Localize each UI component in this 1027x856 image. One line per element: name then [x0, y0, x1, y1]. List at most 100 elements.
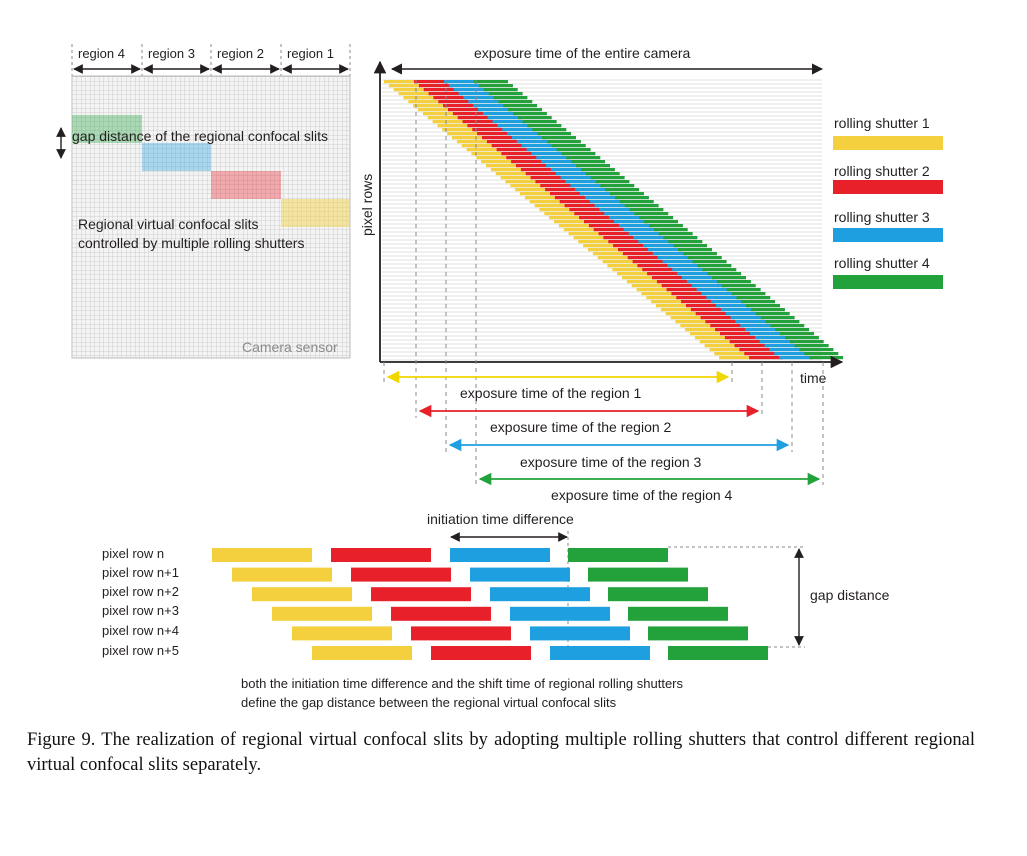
- shutter-4-row-segment: [794, 344, 829, 348]
- shutter-1-row-segment: [578, 240, 613, 244]
- x-axis-label: time: [800, 370, 827, 386]
- shutter-3-row-segment: [507, 132, 542, 136]
- shutter-3-row-segment: [482, 112, 517, 116]
- shutter-4-row-segment: [721, 284, 756, 288]
- shutter-1-row-segment: [461, 144, 496, 148]
- row-0-shutter-1-bar: [212, 548, 312, 562]
- shutter-2-row-segment: [448, 108, 482, 112]
- legend-label-2: rolling shutter 2: [834, 163, 930, 179]
- shutter-1-row-segment: [690, 332, 724, 336]
- shutter-3-row-segment: [769, 348, 804, 352]
- shutter-1-row-segment: [544, 212, 579, 216]
- rolling-shutter-bands: [384, 80, 844, 360]
- shutter-4-row-segment: [746, 304, 780, 308]
- shutter-4-row-segment: [716, 280, 751, 284]
- shutter-3-row-segment: [463, 96, 498, 100]
- shutter-2-row-segment: [666, 288, 701, 292]
- shutter-3-row-segment: [575, 188, 610, 192]
- shutter-3-row-segment: [720, 308, 755, 312]
- legend-swatch-2: [833, 180, 943, 194]
- shutter-4-row-segment: [614, 196, 649, 200]
- shutter-1-row-segment: [656, 304, 690, 308]
- shutter-4-row-segment: [775, 328, 810, 332]
- shutter-4-row-segment: [634, 212, 669, 216]
- shutter-3-row-segment: [565, 180, 600, 184]
- shutter-1-row-segment: [646, 296, 681, 300]
- shutter-3-row-segment: [759, 340, 794, 344]
- shutter-1-row-segment: [500, 176, 535, 180]
- shutter-4-row-segment: [478, 84, 513, 88]
- gap-distance-label: gap distance of the regional confocal sl…: [72, 128, 328, 144]
- shutter-3-row-segment: [516, 140, 551, 144]
- shutter-2-row-segment: [598, 232, 633, 236]
- shutter-1-row-segment: [563, 228, 598, 232]
- shutter-4-row-segment: [755, 312, 790, 316]
- shutter-3-row-segment: [686, 280, 721, 284]
- shutter-3-row-segment: [730, 316, 765, 320]
- shutter-2-row-segment: [603, 236, 638, 240]
- shutter-4-row-segment: [532, 128, 567, 132]
- shutter-4-row-segment: [537, 132, 572, 136]
- shutter-1-row-segment: [418, 108, 452, 112]
- row-2-shutter-1-bar: [252, 587, 352, 602]
- shutter-4-row-segment: [493, 96, 528, 100]
- shutter-1-row-segment: [602, 260, 637, 264]
- shutter-1-row-segment: [427, 116, 462, 120]
- shutter-3-row-segment: [541, 160, 576, 164]
- shutter-2-row-segment: [632, 260, 667, 264]
- shutter-1-row-segment: [539, 208, 574, 212]
- shutter-1-row-segment: [471, 152, 506, 156]
- shutter-1-row-segment: [422, 112, 457, 116]
- shutter-4-row-segment: [809, 356, 844, 360]
- shutter-4-row-segment: [770, 324, 805, 328]
- shutter-4-row-segment: [585, 172, 620, 176]
- shutter-1-row-segment: [685, 328, 720, 332]
- shutter-1-row-segment: [447, 132, 482, 136]
- shutter-4-row-segment: [527, 124, 562, 128]
- shutter-4-row-segment: [765, 320, 800, 324]
- shutter-1-row-segment: [680, 324, 715, 328]
- shutter-2-row-segment: [491, 144, 526, 148]
- shutter-4-row-segment: [804, 352, 839, 356]
- gap-distance-side-label: gap distance: [810, 587, 890, 603]
- row-4-shutter-3-bar: [530, 626, 630, 641]
- shutter-3-row-segment: [618, 224, 653, 228]
- shutter-2-row-segment: [676, 296, 711, 300]
- shutter-3-row-segment: [691, 284, 726, 288]
- shutter-3-row-segment: [589, 200, 624, 204]
- shutter-3-row-segment: [546, 164, 580, 168]
- shutter-1-row-segment: [568, 232, 603, 236]
- shutter-2-row-segment: [520, 168, 555, 172]
- shutter-4-row-segment: [712, 276, 746, 280]
- row-3-shutter-2-bar: [391, 606, 491, 621]
- slit-region-3: [142, 143, 211, 171]
- shutter-1-row-segment: [403, 96, 438, 100]
- y-axis-label: pixel rows: [359, 174, 375, 236]
- shutter-4-row-segment: [488, 92, 523, 96]
- shutter-4-row-segment: [673, 244, 708, 248]
- shutter-4-row-segment: [571, 160, 606, 164]
- shutter-1-row-segment: [408, 100, 443, 104]
- shutter-3-row-segment: [667, 264, 702, 268]
- shutter-4-row-segment: [556, 148, 591, 152]
- row-2-shutter-2-bar: [371, 587, 471, 602]
- shutter-4-row-segment: [605, 188, 640, 192]
- shutter-2-row-segment: [511, 160, 546, 164]
- shutter-4-row-segment: [522, 120, 557, 124]
- shutter-4-row-segment: [760, 316, 795, 320]
- shutter-2-row-segment: [433, 96, 468, 100]
- shutter-3-row-segment: [696, 288, 731, 292]
- shutter-3-row-segment: [711, 300, 746, 304]
- shutter-3-row-segment: [468, 100, 503, 104]
- shutter-3-row-segment: [497, 124, 532, 128]
- shutter-1-row-segment: [520, 192, 554, 196]
- shutter-1-row-segment: [388, 84, 423, 88]
- shutter-2-row-segment: [438, 100, 473, 104]
- shutter-1-row-segment: [719, 356, 754, 360]
- slit-label-line2: controlled by multiple rolling shutters: [78, 235, 304, 251]
- shutter-1-row-segment: [617, 272, 652, 276]
- shutter-4-row-segment: [648, 224, 683, 228]
- shutter-2-row-segment: [734, 344, 769, 348]
- sensor-pixel-grid: [72, 76, 350, 358]
- shutter-4-row-segment: [784, 336, 819, 340]
